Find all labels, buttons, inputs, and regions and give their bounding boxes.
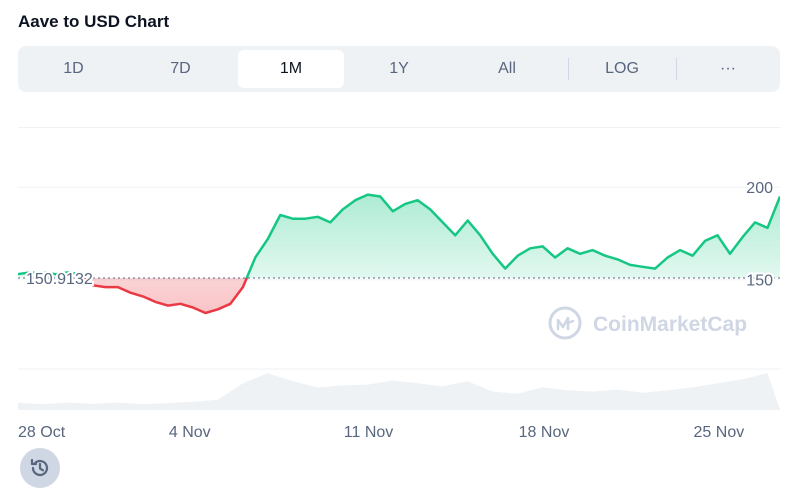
price-line-down [82,278,249,315]
y-tick-label: 200 [746,180,773,197]
volume-area [18,373,780,410]
x-tick-label: 4 Nov [168,424,211,441]
price-chart-svg: CoinMarketCap 150.9132 200 150 [18,178,780,411]
watermark-text: CoinMarketCap [593,313,747,336]
price-area-up [18,194,780,279]
tab-divider [568,58,569,80]
price-chart[interactable]: CoinMarketCap 150.9132 200 150 [18,127,780,411]
x-tick-label: 28 Oct [18,424,66,441]
tab-1m[interactable]: 1M [238,50,344,88]
tab-all[interactable]: All [498,60,516,77]
price-area-down [84,278,247,313]
coinmarketcap-logo-icon [548,306,582,340]
price-line-up [18,193,780,279]
tab-log[interactable]: LOG [605,60,639,77]
x-tick-label: 25 Nov [693,424,745,441]
history-icon [30,458,49,477]
watermark: CoinMarketCap [548,306,747,340]
chart-title: Aave to USD Chart [18,12,170,31]
tab-1d[interactable]: 1D [63,60,84,77]
tab-7d[interactable]: 7D [170,60,191,77]
more-options-button[interactable]: ··· [720,60,736,77]
tab-divider [676,58,677,80]
y-tick-label: 150 [746,273,773,290]
baseline-label: 150.9132 [26,271,93,288]
history-button[interactable] [20,448,60,488]
tab-1y[interactable]: 1Y [389,60,409,77]
x-tick-label: 11 Nov [343,424,394,441]
time-range-tabs: 1D 7D 1M 1Y All LOG ··· [18,46,780,92]
x-tick-label: 18 Nov [518,424,570,441]
